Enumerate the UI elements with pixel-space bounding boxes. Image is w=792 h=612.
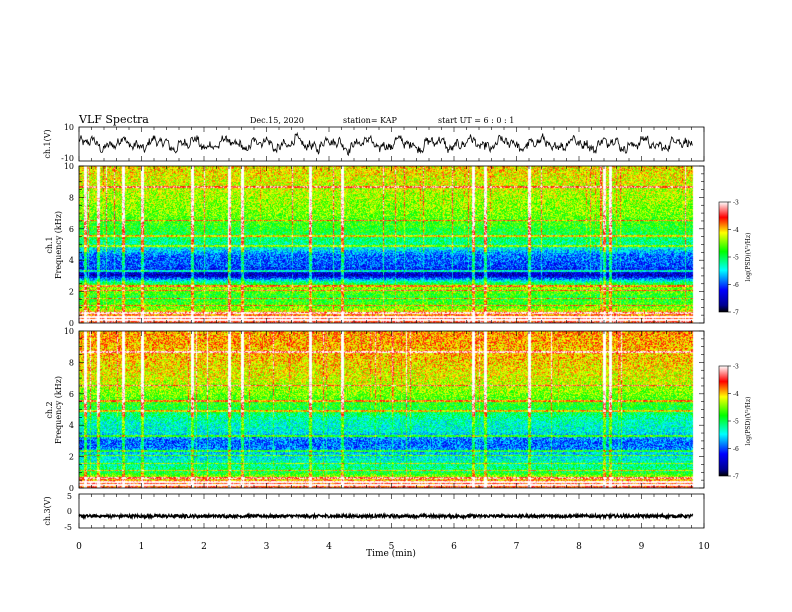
time-tick-label: 4 bbox=[326, 542, 332, 552]
ch1-spectrogram-image bbox=[79, 166, 704, 323]
ch3-waveform-frame bbox=[78, 493, 705, 529]
ch2-colorbar-label: log(PSD)(V²/Hz) bbox=[745, 397, 752, 446]
ch1-colorbar-ticks: -3 -4 -5 -6 -7 bbox=[728, 200, 739, 317]
colorbar-tick-label: -4 bbox=[733, 227, 739, 234]
freq-tick-label: 0 bbox=[69, 319, 74, 328]
colorbar-tick-label: -6 bbox=[733, 282, 739, 289]
ch2-spectrogram-panel: 0 2 4 6 8 10 ch.2 Frequency (kHz) bbox=[45, 327, 705, 493]
ch1-spectrogram-panel: 0 2 4 6 8 10 ch.1 Frequency (kHz) bbox=[45, 162, 705, 328]
ch1-waveform-ticks bbox=[78, 127, 705, 161]
ch2-freq-ticks: 0 2 4 6 8 10 bbox=[64, 327, 704, 493]
ch2-spectrogram-ylabel-channel: ch.2 bbox=[45, 401, 54, 418]
ch1-waveform-ylabel: ch.1(V) bbox=[43, 129, 52, 158]
freq-tick-label: 8 bbox=[69, 358, 74, 367]
time-tick-label: 3 bbox=[264, 542, 270, 552]
time-tick-label: 6 bbox=[451, 542, 457, 552]
ch3-waveform-ylabel: ch.3(V) bbox=[43, 496, 52, 525]
ch2-colorbar-ticks: -3 -4 -5 -6 -7 bbox=[728, 364, 739, 481]
time-tick-label: 2 bbox=[201, 542, 207, 552]
station-label: station= KAP bbox=[343, 116, 398, 125]
time-tick-label: 8 bbox=[576, 542, 582, 552]
figure-title: VLF Spectra bbox=[78, 113, 149, 126]
ch1-spectrogram-time-ticks bbox=[78, 166, 705, 323]
ch2-spectrogram-time-ticks bbox=[78, 331, 705, 488]
freq-tick-label: 4 bbox=[69, 256, 74, 265]
freq-tick-label: 2 bbox=[69, 453, 74, 462]
ch3-waveform-line bbox=[78, 511, 694, 521]
ch1-waveform-line bbox=[78, 131, 694, 157]
ch1-ytick-bottom: -10 bbox=[61, 154, 74, 163]
ch1-ytick-top: 10 bbox=[64, 123, 74, 132]
freq-tick-label: 10 bbox=[64, 162, 74, 171]
colorbar-tick-label: -7 bbox=[733, 310, 739, 317]
ch1-colorbar: -3 -4 -5 -6 -7 log(PSD)(V²/Hz) bbox=[718, 200, 752, 317]
time-axis-label: Time (min) bbox=[366, 548, 416, 559]
colorbar-tick-label: -4 bbox=[733, 391, 739, 398]
ch2-spectrogram-ylabel-freq: Frequency (kHz) bbox=[54, 376, 63, 444]
ch1-waveform-panel: 10 -10 ch.1(V) bbox=[43, 123, 705, 163]
ch1-spectrogram-ylabel-channel: ch.1 bbox=[45, 236, 54, 253]
ch3-waveform-ticks bbox=[78, 494, 705, 528]
time-tick-label: 9 bbox=[639, 542, 645, 552]
ch2-colorbar: -3 -4 -5 -6 -7 log(PSD)(V²/Hz) bbox=[718, 364, 752, 481]
colorbar-tick-label: -7 bbox=[733, 474, 739, 481]
time-axis-tick-labels: 0 1 2 3 4 5 6 7 8 9 10 bbox=[76, 542, 710, 552]
ch1-colorbar-gradient bbox=[719, 202, 728, 312]
ch2-spectrogram-image bbox=[79, 331, 704, 488]
freq-tick-label: 4 bbox=[69, 421, 74, 430]
ch3-ytick-bottom: -5 bbox=[64, 523, 72, 532]
ch3-ytick-mid: 0 bbox=[67, 507, 72, 516]
ch3-ytick-top: 5 bbox=[67, 492, 72, 501]
time-tick-label: 0 bbox=[76, 542, 82, 552]
colorbar-tick-label: -6 bbox=[733, 446, 739, 453]
ch2-colorbar-gradient bbox=[719, 366, 728, 476]
ch1-colorbar-label: log(PSD)(V²/Hz) bbox=[745, 233, 752, 282]
time-tick-label: 1 bbox=[139, 542, 145, 552]
freq-tick-label: 2 bbox=[69, 288, 74, 297]
colorbar-tick-label: -5 bbox=[733, 419, 739, 426]
colorbar-tick-label: -3 bbox=[733, 200, 739, 207]
time-tick-label: 5 bbox=[389, 542, 395, 552]
freq-tick-label: 0 bbox=[69, 484, 74, 493]
ch3-waveform-panel: 5 0 -5 ch.3(V) bbox=[43, 492, 705, 532]
colorbar-tick-label: -5 bbox=[733, 255, 739, 262]
freq-tick-label: 6 bbox=[69, 225, 74, 234]
freq-tick-label: 8 bbox=[69, 193, 74, 202]
colorbar-tick-label: -3 bbox=[733, 364, 739, 371]
start-time-label: start UT = 6 : 0 : 1 bbox=[438, 116, 514, 125]
freq-tick-label: 10 bbox=[64, 327, 74, 336]
time-tick-label: 7 bbox=[514, 542, 520, 552]
freq-tick-label: 6 bbox=[69, 390, 74, 399]
date-label: Dec.15, 2020 bbox=[250, 116, 304, 125]
ch1-freq-ticks: 0 2 4 6 8 10 bbox=[64, 162, 704, 328]
ch1-spectrogram-ylabel-freq: Frequency (kHz) bbox=[54, 211, 63, 279]
time-tick-label: 10 bbox=[698, 542, 710, 552]
